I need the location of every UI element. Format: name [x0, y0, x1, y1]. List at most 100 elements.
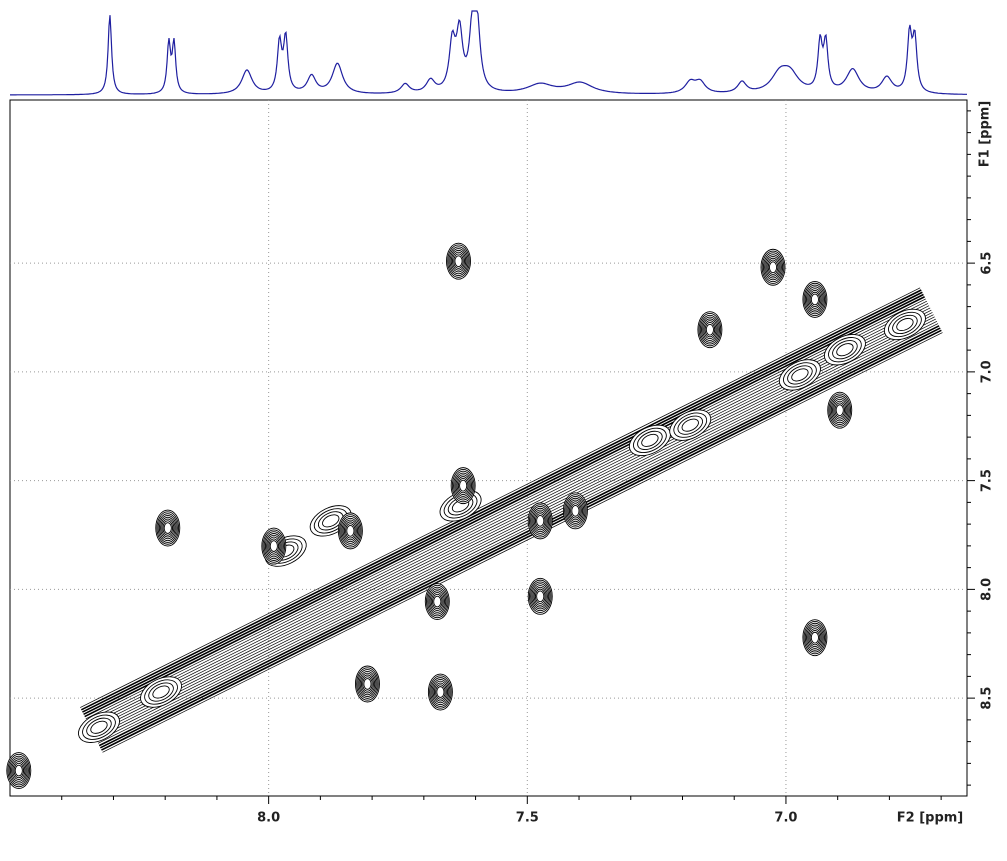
diagonal-ridge: [102, 332, 943, 753]
contour-ring: [346, 525, 355, 537]
contour-ring: [571, 505, 580, 517]
contour-ring: [565, 496, 586, 526]
diagonal-ridge: [99, 327, 941, 749]
contour-ring: [144, 679, 178, 705]
contour-ring: [764, 254, 782, 281]
x-axis-label: F2 [ppm]: [897, 811, 964, 826]
y-tick-label: 7.0: [980, 360, 995, 383]
contour-ring: [436, 686, 445, 698]
contour-ring: [836, 343, 854, 357]
contour-ring: [8, 755, 29, 786]
contour-ring: [163, 522, 172, 534]
contour-ring: [148, 682, 174, 702]
contour-ring: [459, 479, 468, 492]
contour-ring: [804, 622, 825, 653]
contour-ring: [703, 320, 717, 340]
contour-ring: [704, 322, 716, 338]
contour-ring: [453, 253, 464, 269]
contour-ring: [82, 714, 116, 740]
x-tick-label: 7.0: [774, 811, 797, 826]
contour-ring: [701, 316, 719, 343]
contour-ring: [760, 248, 786, 286]
contour-ring: [527, 502, 553, 540]
contour-ring: [428, 588, 447, 615]
contour-ring: [633, 427, 667, 454]
contour-ring: [528, 504, 552, 538]
contour-ring: [433, 682, 447, 702]
contour-ring: [313, 508, 348, 534]
contour-ring: [532, 509, 548, 533]
contour-ring: [528, 579, 552, 613]
contour-ring: [762, 252, 784, 283]
contour-ring: [699, 314, 720, 345]
contour-ring: [430, 677, 451, 707]
contour-ring: [810, 293, 819, 306]
contour-ring: [152, 685, 170, 699]
contour-ring: [456, 476, 470, 496]
diagonal-ridge: [98, 325, 940, 747]
projection-spectrum: [10, 10, 967, 96]
contour-ring: [452, 251, 465, 271]
contour-ring: [570, 503, 581, 519]
contour-ring: [457, 477, 469, 494]
diagonal-ridge: [101, 329, 942, 751]
contour-ring: [637, 430, 663, 450]
contour-ring: [702, 318, 718, 341]
contour-ring: [641, 433, 659, 447]
contour-ring: [427, 673, 453, 711]
contour-ring: [778, 359, 821, 391]
contour-ring: [766, 257, 780, 277]
contour-ring: [761, 250, 785, 284]
contour-ring: [448, 246, 469, 277]
contour-ring: [9, 757, 28, 784]
contour-ring: [433, 595, 442, 608]
contour-ring: [429, 675, 452, 709]
y-axis-label: F1 [ppm]: [978, 101, 993, 168]
contour-ring: [564, 494, 587, 528]
contour-ring: [431, 678, 450, 706]
contour-ring: [361, 674, 374, 694]
contour-ring: [896, 317, 914, 332]
contour-ring: [447, 244, 470, 278]
contour-ring: [562, 492, 588, 530]
contour-ring: [829, 395, 850, 426]
contour-ring: [267, 536, 281, 556]
y-tick-label: 8.0: [980, 578, 995, 601]
contour-ring: [161, 518, 175, 538]
contour-ring: [269, 540, 278, 552]
contour-ring: [162, 520, 174, 536]
contour-ring: [358, 670, 377, 698]
contour-ring: [531, 583, 550, 610]
contour-ring: [673, 412, 708, 438]
contour-ring: [835, 404, 844, 417]
contour-ring: [806, 286, 824, 313]
contour-ring: [435, 684, 446, 700]
contour-ring: [567, 499, 584, 523]
contour-ring: [827, 391, 853, 429]
contour-ring: [453, 470, 474, 501]
contour-ring: [530, 581, 551, 612]
contour-ring: [804, 284, 825, 315]
diagonal-ridge: [96, 321, 938, 742]
contour-ring: [783, 362, 817, 388]
contour-ring: [12, 761, 26, 781]
contour-ring: [6, 752, 32, 790]
contour-ring: [791, 368, 809, 382]
contour-ring: [808, 628, 822, 648]
contour-ring: [892, 314, 918, 335]
x-tick-label: 8.0: [257, 811, 280, 826]
contour-ring: [429, 590, 445, 613]
contour-ring: [140, 676, 183, 708]
contour-ring: [807, 288, 823, 311]
contour-ring: [359, 672, 376, 696]
contour-ring: [705, 323, 714, 336]
contour-ring: [455, 474, 471, 497]
contour-ring: [832, 340, 858, 360]
contour-ring: [828, 393, 851, 427]
contour-ring: [430, 592, 444, 612]
diagonal-ridge: [84, 296, 925, 718]
contour-ring: [322, 514, 340, 528]
contour-ring: [262, 529, 286, 563]
contour-ring: [426, 584, 449, 619]
contour-ring: [424, 583, 450, 621]
